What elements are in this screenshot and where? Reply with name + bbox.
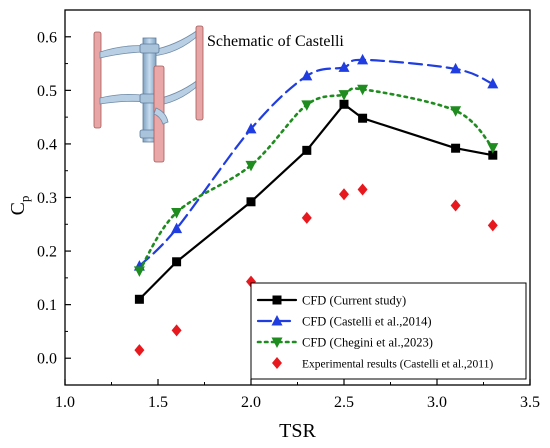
data-point-3-1	[171, 324, 182, 337]
data-point-0-7	[488, 150, 498, 160]
legend-entry-3: Experimental results (Castelli et al.,20…	[272, 357, 493, 371]
data-point-2-5	[357, 84, 369, 96]
rotor-schematic-image	[93, 25, 204, 163]
data-point-0-1	[172, 257, 182, 267]
data-point-2-0	[133, 266, 145, 277]
y-tick-label-2: 0.2	[37, 244, 57, 261]
legend-label-1: CFD (Castelli et al.,2014)	[302, 315, 432, 329]
y-tick-label-5: 0.5	[37, 83, 57, 100]
series-3	[134, 183, 498, 357]
legend-label-2: CFD (Chegini et al.,2023)	[302, 336, 433, 350]
data-point-1-4	[338, 61, 350, 72]
data-point-0-6	[451, 143, 461, 153]
series-line-2	[138, 87, 495, 273]
data-point-0-0	[134, 294, 144, 304]
data-point-1-3	[301, 69, 313, 81]
data-point-3-7	[487, 219, 498, 232]
x-tick-label-4: 3.0	[427, 394, 447, 411]
legend-marker-0	[272, 295, 282, 305]
y-axis-label-main: C	[7, 202, 29, 215]
y-tick-label-4: 0.4	[37, 136, 57, 153]
data-point-0-3	[302, 145, 312, 155]
y-tick-label-0: 0.0	[37, 351, 57, 368]
x-tick-label-2: 2.0	[241, 394, 261, 411]
data-point-1-1	[171, 222, 183, 234]
x-tick-label-0: 1.0	[55, 394, 75, 411]
x-axis-label: TSR	[279, 420, 316, 442]
data-point-3-4	[339, 188, 349, 201]
series-2	[133, 84, 499, 277]
data-point-1-7	[487, 77, 499, 89]
legend-label-3: Experimental results (Castelli et al.,20…	[302, 359, 493, 371]
data-point-3-5	[357, 183, 368, 196]
data-point-1-6	[450, 62, 462, 74]
x-tick-label-3: 2.5	[334, 394, 354, 411]
data-point-1-5	[357, 53, 369, 65]
data-point-2-7	[487, 143, 499, 154]
y-axis-label: Cp	[7, 196, 32, 216]
legend-entry-1: CFD (Castelli et al.,2014)	[256, 315, 432, 329]
data-point-0-5	[358, 113, 368, 123]
data-point-2-1	[171, 208, 183, 219]
data-point-3-6	[450, 199, 461, 212]
legend-box	[250, 282, 527, 380]
series-line-1	[138, 58, 494, 268]
series-0	[134, 99, 498, 304]
data-point-0-2	[246, 197, 256, 207]
data-point-2-6	[450, 106, 462, 117]
y-axis-label-subscript: p	[17, 196, 32, 203]
inset-caption: Schematic of Castelli	[207, 33, 344, 50]
legend-label-0: CFD (Current study)	[302, 294, 406, 308]
data-point-2-2	[245, 160, 257, 172]
data-point-0-4	[339, 99, 349, 109]
data-point-3-0	[134, 344, 145, 357]
data-point-3-3	[301, 211, 312, 224]
data-point-2-4	[338, 90, 350, 101]
legend-entry-2: CFD (Chegini et al.,2023)	[256, 336, 433, 350]
x-tick-label-1: 1.5	[148, 394, 168, 411]
y-tick-label-6: 0.6	[37, 29, 57, 46]
legend-marker-1	[271, 315, 283, 326]
series-line-0	[138, 103, 494, 301]
legend-marker-3	[272, 357, 282, 369]
x-tick-label-5: 3.5	[520, 394, 540, 411]
data-point-1-2	[245, 122, 257, 134]
y-tick-label-1: 0.1	[37, 297, 57, 314]
legend-marker-2	[271, 337, 283, 348]
data-point-2-3	[301, 100, 313, 111]
legend-entry-0: CFD (Current study)	[256, 294, 406, 308]
y-tick-label-3: 0.3	[37, 190, 57, 207]
